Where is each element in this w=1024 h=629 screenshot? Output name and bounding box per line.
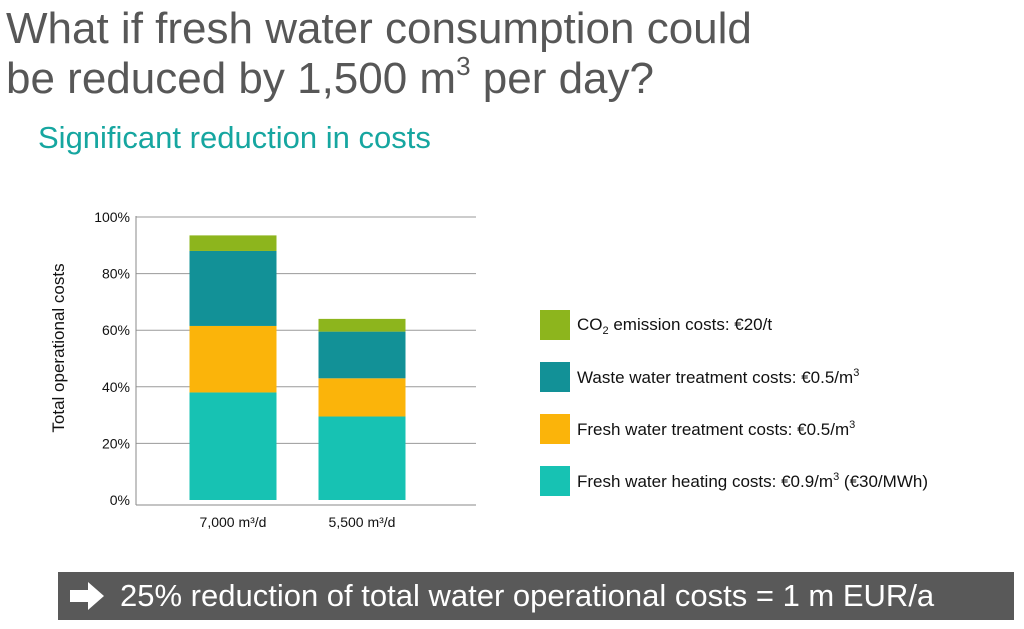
bar-segment — [318, 378, 406, 417]
legend-label: Fresh water treatment costs: €0.5/m3 — [577, 419, 856, 439]
bar-segment — [318, 318, 406, 332]
legend-label: Fresh water heating costs: €0.9/m3 (€30/… — [577, 471, 928, 491]
y-tick-label: 80% — [102, 266, 130, 282]
legend-label: Waste water treatment costs: €0.5/m3 — [577, 367, 860, 387]
y-tick-label: 20% — [102, 435, 130, 451]
bar-segment — [318, 331, 406, 379]
y-tick-label: 0% — [110, 492, 130, 508]
bar-segment — [189, 325, 277, 393]
arrow-right-icon — [70, 582, 104, 610]
y-tick-label: 60% — [102, 322, 130, 338]
bar-segment — [318, 416, 406, 500]
x-tick-label: 5,500 m³/d — [329, 514, 396, 530]
title-line-2-start: be reduced by 1,500 m — [6, 54, 457, 103]
title-line-2-end: per day? — [470, 54, 655, 103]
y-axis-label: Total operational costs — [49, 263, 68, 432]
y-tick-label: 100% — [94, 209, 130, 225]
legend-swatch — [540, 414, 570, 444]
legend-swatch — [540, 466, 570, 496]
y-tick-label: 40% — [102, 379, 130, 395]
legend-item: Waste water treatment costs: €0.5/m3 — [540, 362, 1020, 394]
legend-swatch — [540, 362, 570, 392]
banner-text: 25% reduction of total water operational… — [120, 578, 935, 613]
legend-item: Fresh water treatment costs: €0.5/m3 — [540, 414, 1020, 446]
x-tick-label: 7,000 m³/d — [200, 514, 267, 530]
slide-title: What if fresh water consumption could be… — [6, 4, 906, 104]
legend-item: CO2 emission costs: €20/t — [540, 310, 1020, 342]
legend-label: CO2 emission costs: €20/t — [577, 315, 773, 337]
legend-swatch — [540, 310, 570, 340]
title-line-1: What if fresh water consumption could — [6, 4, 752, 53]
legend-item: Fresh water heating costs: €0.9/m3 (€30/… — [540, 466, 1020, 498]
bar-segment — [189, 235, 277, 251]
slide-subtitle: Significant reduction in costs — [38, 120, 431, 155]
summary-banner: 25% reduction of total water operational… — [58, 572, 1014, 620]
bar-segment — [189, 392, 277, 500]
bar-segment — [189, 250, 277, 326]
title-superscript: 3 — [456, 51, 471, 81]
